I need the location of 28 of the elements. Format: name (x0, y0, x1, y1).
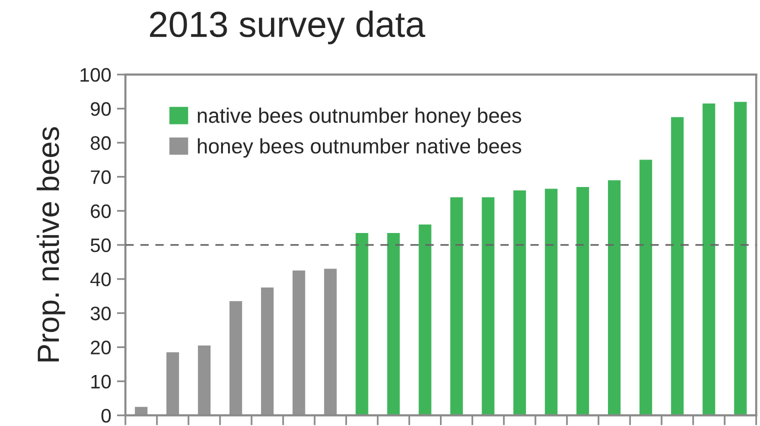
bar (702, 104, 716, 416)
y-tick-label: 80 (90, 136, 111, 150)
y-tick-label: 0 (101, 408, 111, 423)
bar (513, 190, 526, 416)
y-tick-label: 60 (90, 204, 111, 218)
legend-label: native bees outnumber honey bees (198, 108, 522, 128)
y-tick-label: 30 (90, 306, 111, 320)
y-tick-label: 100 (80, 68, 111, 82)
bar (356, 233, 368, 416)
bar (640, 160, 652, 416)
chart-title: 2013 survey data (150, 10, 426, 44)
y-tick-label: 10 (91, 374, 111, 389)
bar (734, 102, 747, 416)
bar (387, 233, 400, 416)
bar (608, 180, 621, 416)
y-tick-label: 50 (90, 238, 111, 252)
bar (671, 117, 684, 416)
legend-label: honey bees outnumber native bees (198, 138, 522, 158)
y-tick-label: 70 (90, 170, 111, 184)
bar (482, 197, 494, 416)
y-tick-label: 90 (90, 102, 111, 116)
y-tick-label: 20 (90, 340, 111, 354)
y-axis-title: Prop. native bees (36, 127, 66, 362)
bar (450, 197, 463, 416)
bar (418, 224, 432, 416)
y-tick-label: 40 (90, 272, 111, 286)
bar (544, 188, 558, 416)
bar (576, 187, 590, 416)
